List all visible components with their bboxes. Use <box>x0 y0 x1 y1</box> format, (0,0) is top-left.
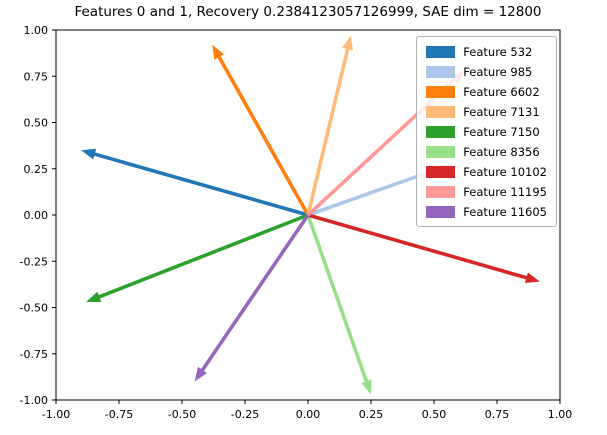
x-tick-label: -0.25 <box>231 408 259 421</box>
legend-swatch <box>426 145 456 158</box>
legend-label: Feature 11605 <box>463 204 547 219</box>
legend-label: Feature 7131 <box>463 104 540 119</box>
y-tick-label: -1.00 <box>20 394 48 407</box>
y-tick-label: 0.00 <box>24 209 49 222</box>
legend-swatch <box>426 205 456 218</box>
y-tick-label: 0.50 <box>24 117 49 130</box>
legend-swatch <box>426 185 456 198</box>
legend-label: Feature 7150 <box>463 124 540 139</box>
legend-item: Feature 11605 <box>426 203 547 220</box>
legend-swatch <box>426 85 456 98</box>
legend-label: Feature 10102 <box>463 164 547 179</box>
quiver-shaft <box>306 214 369 384</box>
legend-swatch <box>426 45 456 58</box>
legend-item: Feature 8356 <box>426 143 547 160</box>
legend-swatch <box>426 125 456 138</box>
x-tick-label: 0.00 <box>296 408 321 421</box>
legend-item: Feature 7131 <box>426 103 547 120</box>
legend-item: Feature 11195 <box>426 183 547 200</box>
y-tick-label: -0.75 <box>20 348 48 361</box>
legend-label: Feature 8356 <box>463 144 540 159</box>
quiver-head <box>361 379 372 395</box>
x-tick-label: 1.00 <box>548 408 573 421</box>
x-tick-label: 0.75 <box>485 408 510 421</box>
legend-swatch <box>426 105 456 118</box>
x-tick-label: -1.00 <box>42 408 70 421</box>
legend-item: Feature 6602 <box>426 83 547 100</box>
quiver-head <box>524 272 540 284</box>
chart-title: Features 0 and 1, Recovery 0.23841230571… <box>74 4 542 20</box>
legend-label: Feature 532 <box>463 44 533 59</box>
y-tick-label: 1.00 <box>24 24 49 37</box>
y-tick-label: -0.50 <box>20 302 48 315</box>
quiver-head <box>212 44 224 60</box>
y-tick-label: 0.25 <box>24 163 49 176</box>
x-tick-label: 0.25 <box>359 408 384 421</box>
x-tick-label: -0.50 <box>168 408 196 421</box>
legend-item: Feature 985 <box>426 63 547 80</box>
quiver-shaft <box>199 213 310 373</box>
y-tick-label: -0.25 <box>20 255 48 268</box>
quiver-head <box>86 291 102 302</box>
legend-item: Feature 7150 <box>426 123 547 140</box>
quiver-shaft <box>307 167 439 217</box>
quiver-shaft <box>92 151 309 217</box>
x-tick-label: -0.75 <box>105 408 133 421</box>
x-tick-label: 0.50 <box>422 408 447 421</box>
y-tick-label: 0.75 <box>24 70 49 83</box>
legend-swatch <box>426 165 456 178</box>
legend-label: Feature 11195 <box>463 184 547 199</box>
quiver-shaft <box>216 54 310 216</box>
legend-swatch <box>426 65 456 78</box>
legend: Feature 532 Feature 985 Feature 6602 Featur… <box>416 36 557 227</box>
legend-item: Feature 10102 <box>426 163 547 180</box>
legend-item: Feature 532 <box>426 43 547 60</box>
quiver-shaft <box>307 213 529 281</box>
quiver-shaft <box>306 46 350 216</box>
quiver-head <box>194 366 208 382</box>
legend-label: Feature 985 <box>463 64 533 79</box>
quiver-head <box>81 148 97 160</box>
quiver-shaft <box>96 213 309 300</box>
legend-label: Feature 6602 <box>463 84 540 99</box>
quiver-head <box>342 35 353 51</box>
